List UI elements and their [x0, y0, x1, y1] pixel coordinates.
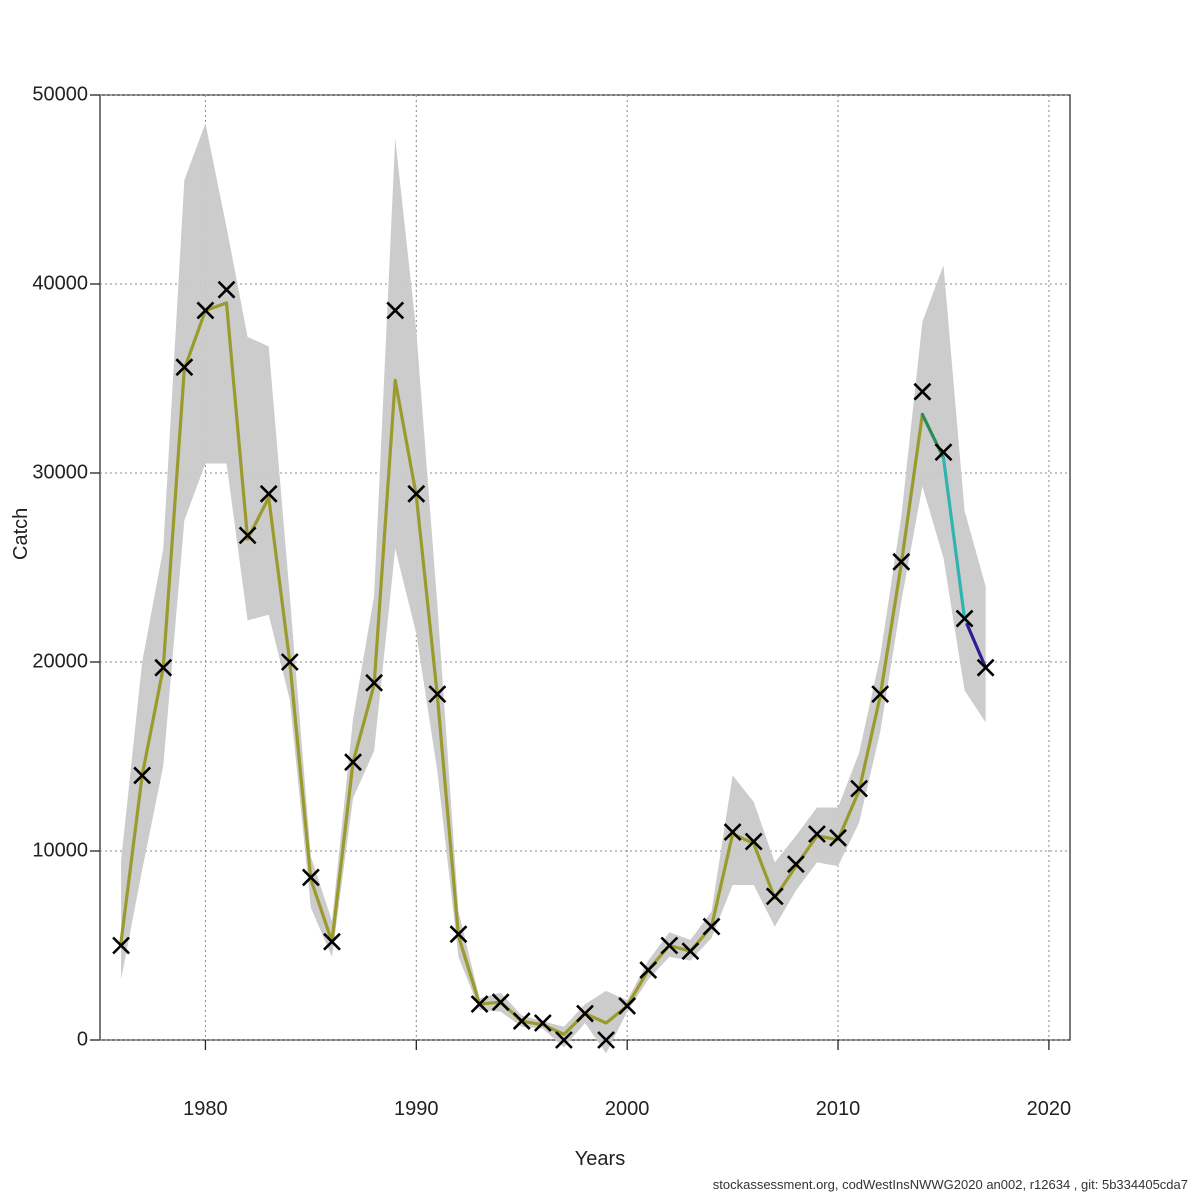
x-tick-label-2000: 2000	[605, 1098, 650, 1121]
y-tick-label-10000: 10000	[0, 840, 88, 863]
x-tick-label-1990: 1990	[394, 1098, 439, 1121]
y-tick-label-40000: 40000	[0, 273, 88, 296]
y-tick-label-20000: 20000	[0, 651, 88, 674]
x-tick-label-2020: 2020	[1027, 1098, 1072, 1121]
chart-container: Catch Years stockassessment.org, codWest…	[0, 0, 1200, 1200]
x-tick-label-1980: 1980	[183, 1098, 228, 1121]
y-tick-label-30000: 30000	[0, 462, 88, 485]
chart-svg	[0, 0, 1200, 1200]
y-tick-label-0: 0	[0, 1029, 88, 1052]
y-tick-label-50000: 50000	[0, 84, 88, 107]
x-tick-label-2010: 2010	[816, 1098, 861, 1121]
